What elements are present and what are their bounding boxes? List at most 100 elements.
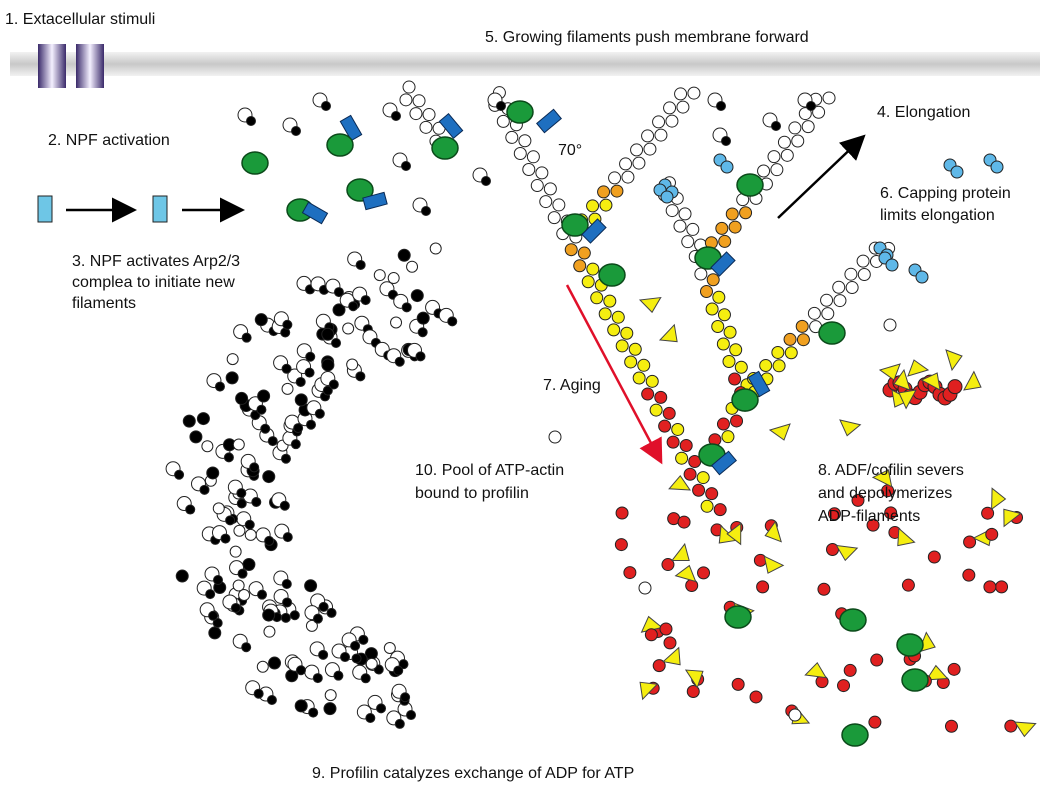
arp23 (242, 152, 268, 174)
arp23 (725, 606, 751, 628)
actin (653, 116, 665, 128)
actin (633, 157, 645, 169)
actin (497, 115, 509, 127)
actin (213, 503, 224, 514)
actin (616, 507, 628, 519)
actin (305, 580, 317, 592)
actin (838, 680, 850, 692)
actin (418, 328, 427, 337)
actin (282, 383, 293, 394)
actin (963, 569, 975, 581)
actin (996, 581, 1008, 593)
actin (991, 161, 1003, 173)
actin (175, 470, 184, 479)
actin (721, 161, 733, 173)
actin (237, 489, 246, 498)
actin (325, 690, 336, 701)
actin (612, 311, 624, 323)
aging-arrow (567, 285, 660, 460)
npf (537, 109, 562, 132)
actin (661, 191, 673, 203)
actin (833, 281, 845, 293)
actin (267, 696, 276, 705)
actin (771, 164, 783, 176)
actin (377, 704, 386, 713)
actin (322, 102, 331, 111)
actin (361, 296, 370, 305)
npf-arrows (38, 196, 240, 222)
actin (417, 312, 429, 324)
actin (254, 689, 263, 698)
actin (679, 208, 691, 220)
actin (951, 166, 963, 178)
actin (772, 122, 781, 131)
actin (620, 158, 632, 170)
label: 5. Growing filaments push membrane forwa… (485, 29, 809, 46)
actin (750, 691, 762, 703)
actin (238, 569, 247, 578)
diagram: 1. Extacellular stimuli 5. Growing filam… (0, 0, 1049, 785)
actin (356, 372, 365, 381)
actin (306, 352, 315, 361)
actin (202, 441, 213, 452)
actin (227, 354, 238, 365)
actin (676, 452, 688, 464)
receptor (76, 44, 104, 88)
actin (388, 273, 399, 284)
actin (600, 199, 612, 211)
actin (578, 247, 590, 259)
actin (802, 121, 814, 133)
cofilin (770, 424, 790, 440)
actin (290, 611, 299, 620)
actin (693, 484, 705, 496)
actin (497, 102, 506, 111)
actin (283, 533, 292, 542)
actin (629, 343, 641, 355)
actin (719, 235, 731, 247)
actin (250, 463, 259, 472)
actin (402, 162, 411, 171)
actin (207, 467, 219, 479)
actin (407, 261, 418, 272)
label: 3. NPF activates Arp2/3 (72, 253, 240, 270)
actin (698, 567, 710, 579)
actin (834, 295, 846, 307)
cofilin (908, 360, 928, 376)
actin (281, 613, 290, 622)
actin (295, 394, 307, 406)
actin (574, 260, 586, 272)
actin (928, 551, 940, 563)
actin (871, 654, 883, 666)
actin (717, 338, 729, 350)
actin (430, 243, 441, 254)
arp23 (327, 134, 353, 156)
actin (401, 693, 410, 702)
actin (402, 303, 411, 312)
actin (313, 614, 322, 623)
actin (984, 581, 996, 593)
actin (625, 356, 637, 368)
actin (242, 333, 251, 342)
actin (948, 380, 962, 394)
actin (916, 271, 928, 283)
actin (650, 404, 662, 416)
label: complea to initiate new (72, 274, 235, 291)
actin (823, 92, 835, 104)
actin (789, 122, 801, 134)
actin (718, 309, 730, 321)
actin (322, 359, 334, 371)
actin (845, 268, 857, 280)
cofilin (835, 415, 860, 439)
actin (264, 626, 275, 637)
actin (548, 212, 560, 224)
actin (280, 501, 289, 510)
actin (258, 590, 267, 599)
cofilin (657, 325, 682, 349)
actin (986, 528, 998, 540)
actin (247, 117, 256, 126)
actin (674, 220, 686, 232)
actin (531, 180, 543, 192)
actin (209, 627, 221, 639)
actin (655, 391, 667, 403)
actin (680, 439, 692, 451)
